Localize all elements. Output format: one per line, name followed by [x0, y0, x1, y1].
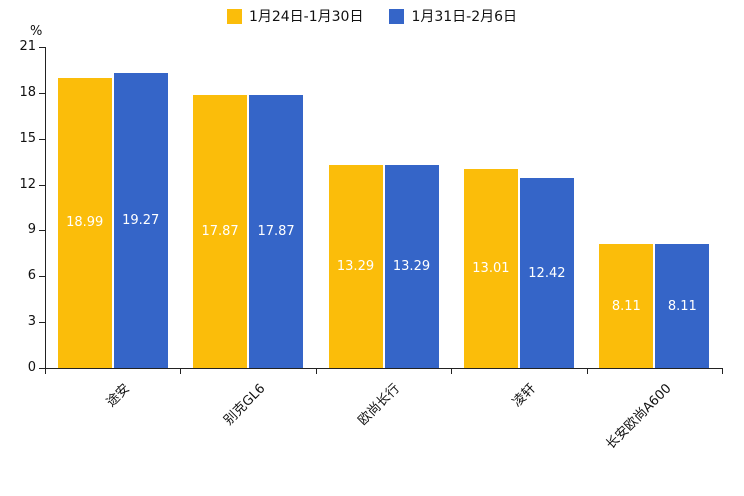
x-tick-mark	[315, 368, 317, 374]
bar-value-label: 17.87	[257, 223, 295, 239]
x-tick-mark	[722, 368, 723, 374]
y-tick-label: 15	[19, 130, 36, 146]
legend-label: 1月31日-2月6日	[411, 9, 518, 25]
x-tick-mark	[586, 368, 588, 374]
y-tick-mark	[39, 184, 45, 186]
x-tick-label: 长安欧尚A600	[602, 381, 675, 453]
bar-1月24日-1月30日-途安: 18.99	[57, 77, 112, 368]
y-tick-mark	[39, 47, 45, 48]
y-tick-mark	[39, 276, 45, 278]
y-tick-label: 21	[19, 39, 36, 54]
bar-value-label: 18.99	[66, 215, 104, 231]
y-tick-label: 3	[27, 314, 36, 330]
x-tick-label: 别克GL6	[220, 381, 268, 429]
bar-value-label: 13.29	[336, 258, 375, 274]
legend-item[interactable]: 1月31日-2月6日	[389, 6, 517, 26]
x-tick-label: 途安	[103, 381, 133, 411]
bar-value-label: 19.27	[122, 213, 160, 229]
y-axis-unit-label: %	[30, 24, 43, 39]
y-tick-mark	[39, 230, 45, 232]
x-tick-mark	[451, 368, 453, 374]
bar-value-label: 13.29	[392, 258, 431, 274]
x-tick-label: 凌轩	[509, 381, 539, 411]
axis-lines	[45, 47, 723, 369]
bar-1月31日-2月6日-凌轩: 12.42	[519, 178, 574, 368]
bar-1月31日-2月6日-长安欧尚A600: 8.11	[655, 244, 710, 368]
y-tick-label: 9	[27, 222, 36, 238]
bar-value-label: 8.11	[667, 298, 697, 314]
bar-1月31日-2月6日-途安: 19.27	[113, 73, 168, 368]
y-tick-mark	[39, 322, 45, 324]
y-tick-mark	[39, 368, 45, 369]
legend-swatch-icon	[389, 8, 405, 24]
legend-swatch-icon	[226, 8, 242, 24]
bar-value-label: 8.11	[611, 298, 641, 314]
bar-1月24日-1月30日-凌轩: 13.01	[463, 169, 518, 368]
x-tick-mark	[45, 368, 46, 374]
bar-value-label: 12.42	[528, 265, 566, 281]
y-tick-label: 0	[27, 360, 36, 375]
x-tick-label: 欧尚长行	[355, 381, 404, 429]
bar-1月31日-2月6日-欧尚长行: 13.29	[384, 164, 439, 368]
bar-1月31日-2月6日-别克GL6: 17.87	[249, 94, 304, 368]
bar-1月24日-1月30日-欧尚长行: 13.29	[328, 164, 383, 368]
x-tick-mark	[180, 368, 182, 374]
bar-1月24日-1月30日-别克GL6: 17.87	[193, 94, 248, 368]
legend-item[interactable]: 1月24日-1月30日	[226, 6, 364, 26]
y-tick-label: 12	[19, 176, 36, 192]
y-tick-label: 18	[19, 84, 36, 100]
bar-value-label: 17.87	[201, 223, 239, 239]
chart-legend: 1月24日-1月30日 1月31日-2月6日	[0, 6, 744, 26]
bar-1月24日-1月30日-长安欧尚A600: 8.11	[599, 244, 654, 368]
bar-value-label: 13.01	[472, 261, 510, 277]
y-tick-mark	[39, 92, 45, 94]
legend-label: 1月24日-1月30日	[248, 9, 364, 25]
y-tick-mark	[39, 138, 45, 140]
y-tick-label: 6	[27, 268, 36, 284]
